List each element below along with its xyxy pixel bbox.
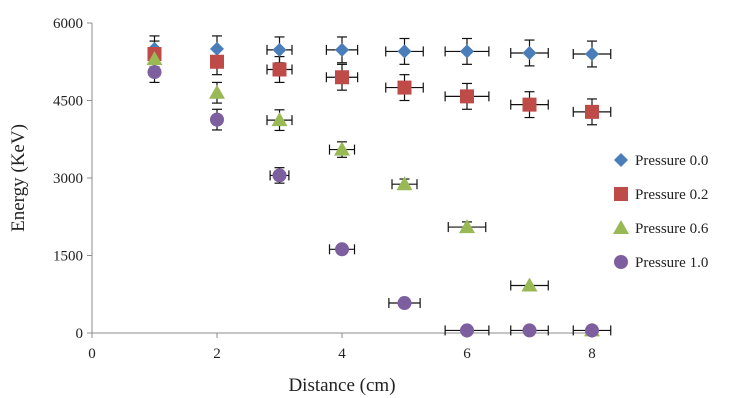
data-point [334,141,350,156]
data-point [335,70,349,85]
data-point [210,41,224,56]
legend-label: Pressure 1.0 [635,255,708,271]
axes: 0 1500 3000 4500 6000 0 2 4 6 8 [53,16,596,362]
data-point [460,89,474,104]
legend-label: Pressure 0.0 [635,153,708,169]
data-point [396,176,413,191]
data-point [272,42,287,57]
error-bars [149,35,612,336]
data-point [146,51,163,66]
legend: Pressure 0.0 Pressure 0.2 Pressure 0.6 Pres… [613,153,709,271]
data-point [585,323,599,338]
data-point [210,112,224,127]
data-point [459,219,475,234]
data-point [335,42,349,57]
legend-marker [614,187,628,201]
y-axis-title: Energy (KeV) [8,124,29,232]
data-point [272,62,287,77]
y-tick-label: 1500 [53,249,83,265]
data-point [522,97,537,112]
legend-marker [613,220,629,234]
data-point [585,47,599,61]
data-point [460,323,474,338]
x-axis-title: Distance (cm) [288,375,395,396]
y-tick-label: 0 [76,326,84,342]
data-point [460,44,474,59]
data-point [272,168,287,183]
legend-marker [614,255,628,269]
data-point [210,54,224,69]
data-point [522,45,537,60]
legend-marker [614,153,628,167]
legend-label: Pressure 0.6 [635,221,709,237]
x-tick-label: 6 [463,346,471,362]
y-tick-label: 6000 [53,16,83,32]
data-point [147,65,162,80]
data-point [397,80,412,95]
data-point [209,84,225,99]
x-tick-label: 4 [338,346,346,362]
data-point [585,104,599,119]
x-tick-label: 8 [588,346,596,362]
data-point [522,323,537,338]
y-tick-label: 4500 [53,94,83,110]
x-tick-label: 0 [88,346,96,362]
x-tick-label: 2 [213,346,221,362]
data-markers [146,41,600,338]
legend-label: Pressure 0.2 [635,187,708,203]
data-point [521,277,538,292]
data-point [335,242,349,257]
y-tick-label: 3000 [53,171,83,187]
data-point [397,296,412,311]
data-point [397,44,412,59]
data-point [271,112,288,127]
